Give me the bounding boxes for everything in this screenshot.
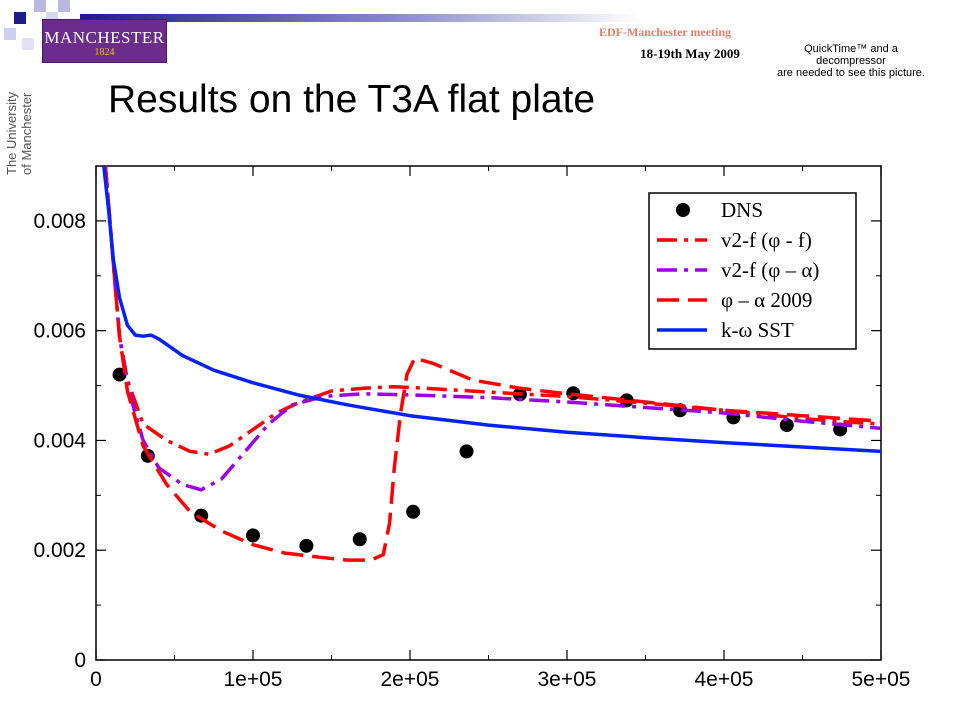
- meeting-date: 18-19th May 2009: [640, 46, 740, 61]
- dns-point: [406, 504, 421, 519]
- dns-point: [352, 532, 367, 547]
- axis-ticks: 0 1e+05 2e+05 3e+05 4e+05 5e+05 0 0.002 0.004 0.0…: [33, 166, 910, 691]
- x-tick-label: 2e+05: [381, 668, 440, 691]
- legend-label: φ – α 2009: [721, 288, 812, 312]
- series-line-4: [102, 166, 881, 454]
- x-tick-label: 5e+05: [852, 668, 911, 691]
- meeting-name: EDF-Manchester meeting: [598, 25, 732, 39]
- series-layer: [102, 166, 881, 562]
- logo-year: 1824: [94, 47, 115, 58]
- header-gradient: [4, 0, 780, 50]
- legend-label: k-ω SST: [721, 318, 794, 342]
- header-bar: [0, 0, 960, 50]
- legend-box: [648, 192, 857, 350]
- x-tick-label: 3e+05: [538, 668, 597, 691]
- x-tick-label: 4e+05: [695, 668, 754, 691]
- dns-point: [779, 418, 794, 433]
- dns-point: [246, 528, 260, 543]
- series-line-3: [103, 166, 881, 562]
- university-line-2: of Manchester: [19, 92, 34, 175]
- cf-chart: 0 1e+05 2e+05 3e+05 4e+05 5e+05 0 0.002 0.004 0.0…: [33, 165, 910, 691]
- y-tick-label: 0.008: [33, 210, 86, 233]
- y-tick-label: 0: [74, 649, 86, 672]
- series-line-2: [103, 166, 881, 492]
- quicktime-line-3: are needed to see this picture.: [777, 67, 925, 79]
- legend-label: v2-f (φ - f): [721, 228, 812, 252]
- quicktime-placeholder: QuickTime™ and a decompressor are needed…: [766, 43, 936, 79]
- legend-marker: [676, 203, 690, 217]
- x-tick-label: 0: [90, 668, 102, 691]
- quicktime-line-1: QuickTime™ and a: [804, 43, 898, 55]
- x-tick-label: 1e+05: [224, 668, 283, 691]
- legend-label: DNS: [721, 198, 763, 222]
- legend-label: v2-f (φ – α): [721, 258, 819, 282]
- y-tick-label: 0.004: [33, 429, 86, 452]
- university-logo: MANCHESTER 1824: [42, 19, 167, 63]
- dns-point: [459, 444, 474, 459]
- university-vertical-text: The University of Manchester: [4, 91, 34, 175]
- dns-point: [299, 538, 314, 553]
- y-tick-label: 0.002: [33, 539, 86, 562]
- logo-name: MANCHESTER: [44, 28, 165, 47]
- quicktime-line-2: decompressor: [816, 55, 886, 67]
- legend: DNS v2-f (φ - f) v2-f (φ – α) φ – α 2009 k-ω…: [648, 192, 857, 350]
- y-tick-label: 0.006: [33, 320, 86, 343]
- university-line-1: The University: [4, 91, 19, 175]
- slide-title: Results on the T3A flat plate: [108, 78, 596, 121]
